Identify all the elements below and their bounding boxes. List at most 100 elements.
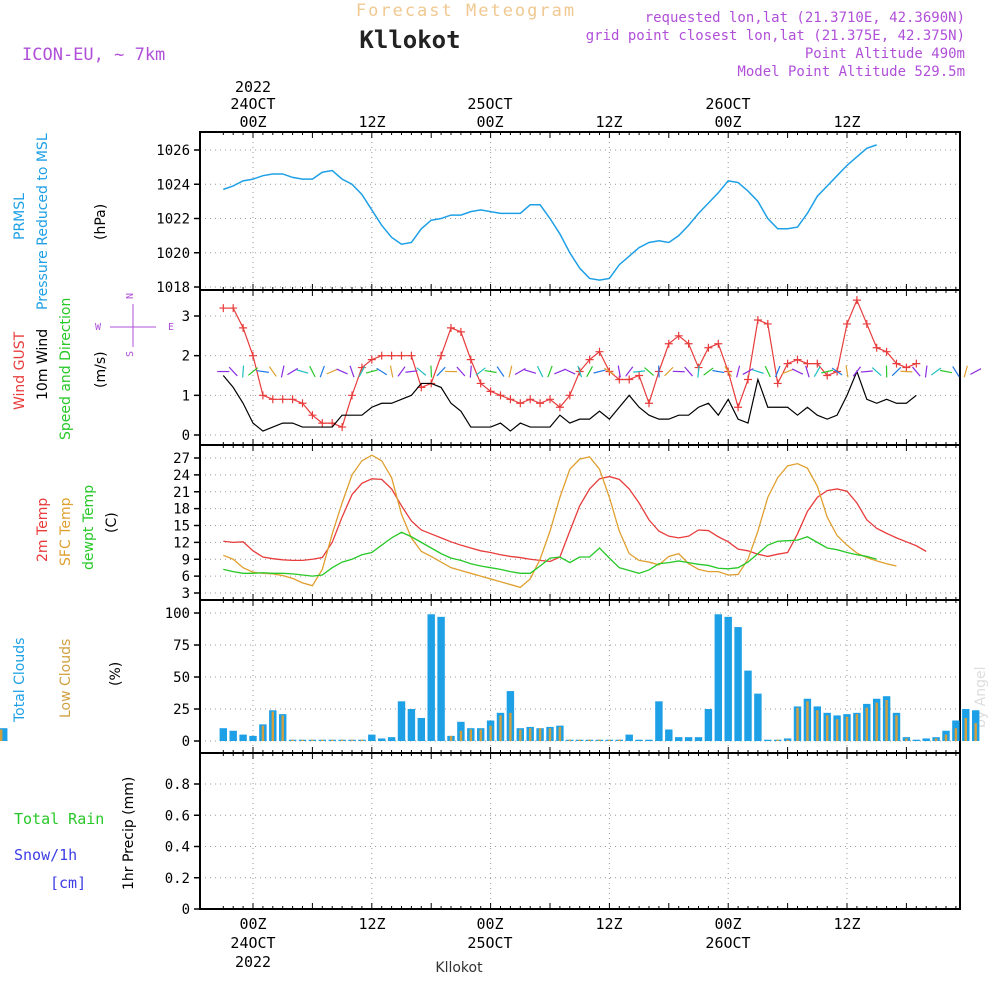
low-cloud-bar: [360, 739, 364, 741]
gust-marker: [407, 351, 416, 360]
total-cloud-bar: [694, 737, 703, 741]
wind-arrow: [547, 365, 553, 378]
wind-arrow: [484, 370, 497, 374]
low-cloud-bar: [469, 729, 472, 741]
low-cloud-bar: [301, 739, 304, 741]
gust-marker: [268, 395, 277, 404]
wind-arrow: [845, 365, 849, 378]
wind-arrow: [280, 365, 285, 378]
low-cloud-bar: [826, 715, 829, 741]
wind-arrow: [349, 365, 355, 378]
y-tick-label: 50: [173, 670, 190, 686]
wind-arrow: [871, 367, 882, 376]
wind-arrow: [924, 365, 928, 378]
wind-arrow: [496, 366, 505, 377]
gust-marker: [516, 399, 525, 408]
low-cloud-bar: [509, 712, 512, 741]
gust-marker: [783, 359, 792, 368]
y-tick-label: 1026: [156, 143, 190, 159]
wind-arrow: [577, 365, 583, 378]
wind-arrow: [319, 365, 325, 378]
wind-arrow: [891, 366, 902, 377]
y-tick-label: 18: [173, 502, 190, 518]
total-cloud-bar: [684, 737, 693, 741]
label-total-clouds: Total Clouds: [12, 638, 28, 723]
bottom-tick-36: 12Z: [595, 915, 622, 933]
top-tick-60: 12Z: [833, 113, 860, 131]
bottom-date-24: 25OCT: [467, 934, 512, 952]
super-title: Forecast Meteogram: [356, 1, 576, 21]
total-cloud-bar: [0, 728, 8, 741]
low-cloud-bar: [845, 716, 849, 741]
bottom-tick-12: 12Z: [358, 915, 385, 933]
top-tick-12: 12Z: [358, 113, 385, 131]
wind-arrow: [712, 369, 725, 374]
wind-arrow: [296, 369, 309, 374]
gust-marker: [793, 355, 802, 364]
low-cloud-bar: [261, 725, 265, 741]
total-cloud-bar: [724, 616, 732, 741]
label-wind-gust: Wind GUST: [12, 331, 28, 410]
gust-marker: [456, 327, 465, 336]
gust-marker: [744, 375, 752, 384]
wind-arrow: [900, 370, 913, 373]
wind-arrow: [831, 367, 843, 376]
total-cloud-bar: [368, 734, 376, 741]
wind-arrow: [930, 367, 942, 376]
label-total-rain: Total Rain: [14, 810, 104, 828]
total-cloud-bar: [407, 709, 416, 741]
bottom-tick-60: 12Z: [833, 915, 860, 933]
low-cloud-bar: [578, 739, 581, 741]
label-precip: 1hr Precip (mm): [121, 777, 137, 890]
wind-arrow: [805, 365, 810, 378]
label-speed-direction: Speed and Direction: [58, 298, 74, 440]
compass-n: N: [125, 293, 136, 299]
wind-arrow: [336, 368, 348, 375]
total-cloud-bar: [229, 730, 237, 741]
gust-marker: [664, 339, 673, 348]
gust-marker: [387, 351, 396, 360]
total-cloud-bar: [625, 734, 633, 741]
wind-arrow: [287, 367, 299, 376]
low-cloud-bar: [311, 739, 314, 741]
wind-arrow: [268, 366, 277, 377]
low-cloud-bar: [895, 715, 898, 741]
gust-marker: [625, 375, 634, 384]
label-prmsl-long: Pressure Reduced to MSL: [35, 133, 51, 310]
y-tick-label: 0: [182, 428, 190, 444]
gust-marker: [258, 391, 267, 400]
gust-marker: [229, 304, 238, 313]
total-cloud-bar: [397, 701, 406, 741]
wind-arrow: [475, 367, 486, 376]
gust-marker: [823, 371, 832, 380]
y-tick-label: 15: [173, 519, 190, 535]
y-tick-label: 3: [182, 586, 190, 602]
gust-marker: [843, 319, 851, 328]
low-cloud-bar: [905, 738, 908, 741]
top-date-0: 24OCT: [230, 95, 275, 113]
wind-arrow: [664, 366, 674, 377]
wind-arrow: [536, 365, 544, 378]
y-tick-label: 0.8: [165, 777, 190, 793]
bottom-date-48: 26OCT: [705, 934, 750, 952]
gust-marker: [536, 399, 545, 408]
bottom-year: 2022: [235, 953, 271, 971]
wind-arrow: [852, 366, 862, 377]
wind-arrow: [554, 368, 566, 375]
label-sfc-temp: SFC Temp: [58, 497, 74, 566]
gust-marker: [338, 423, 347, 432]
gust-marker: [684, 339, 693, 348]
gust-marker: [852, 296, 861, 305]
low-cloud-bar: [281, 715, 284, 741]
total-cloud-bar: [754, 693, 762, 741]
y-tick-label: 2: [182, 349, 190, 365]
gust-marker: [615, 375, 624, 384]
gust-marker: [476, 379, 485, 388]
gust-marker: [367, 355, 376, 364]
requested-coords: requested lon,lat (21.3710E, 42.3690N): [645, 10, 965, 26]
total-cloud-bar: [734, 627, 742, 741]
wind-arrow: [684, 366, 693, 377]
top-tick-24: 00Z: [476, 113, 503, 131]
wind-arrow: [405, 370, 418, 373]
gust-marker: [892, 359, 901, 368]
